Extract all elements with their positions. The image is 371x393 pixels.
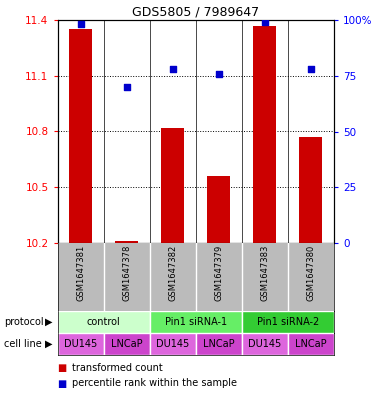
- Bar: [242, 311, 334, 333]
- Text: GSM1647383: GSM1647383: [260, 244, 269, 301]
- Text: control: control: [87, 317, 121, 327]
- Bar: [104, 333, 150, 355]
- Bar: [161, 128, 184, 243]
- Bar: [207, 176, 230, 243]
- Text: LNCaP: LNCaP: [111, 339, 142, 349]
- Text: GSM1647380: GSM1647380: [306, 244, 315, 301]
- Text: cell line: cell line: [4, 339, 42, 349]
- Bar: [253, 26, 276, 243]
- Text: transformed count: transformed count: [72, 363, 163, 373]
- Text: protocol: protocol: [4, 317, 43, 327]
- Text: DU145: DU145: [64, 339, 97, 349]
- Bar: [150, 333, 196, 355]
- Text: percentile rank within the sample: percentile rank within the sample: [72, 378, 237, 389]
- Bar: [196, 333, 242, 355]
- Point: [78, 21, 83, 28]
- Text: GSM1647378: GSM1647378: [122, 244, 131, 301]
- Bar: [58, 333, 104, 355]
- Text: GSM1647379: GSM1647379: [214, 244, 223, 301]
- Bar: [115, 241, 138, 243]
- Point: [262, 19, 268, 26]
- Text: GSM1647382: GSM1647382: [168, 244, 177, 301]
- Bar: [242, 333, 288, 355]
- Bar: [150, 311, 242, 333]
- Text: LNCaP: LNCaP: [295, 339, 327, 349]
- Bar: [69, 29, 92, 243]
- Point: [308, 66, 314, 72]
- Point: [216, 70, 222, 77]
- Point: [170, 66, 175, 72]
- Title: GDS5805 / 7989647: GDS5805 / 7989647: [132, 6, 259, 19]
- Text: DU145: DU145: [156, 339, 189, 349]
- Text: Pin1 siRNA-1: Pin1 siRNA-1: [165, 317, 227, 327]
- Bar: [58, 311, 150, 333]
- Point: [124, 84, 129, 90]
- Text: Pin1 siRNA-2: Pin1 siRNA-2: [257, 317, 319, 327]
- Text: ▶: ▶: [45, 339, 52, 349]
- Bar: [299, 137, 322, 243]
- Text: ■: ■: [58, 363, 67, 373]
- Text: DU145: DU145: [248, 339, 282, 349]
- Text: GSM1647381: GSM1647381: [76, 244, 85, 301]
- Text: LNCaP: LNCaP: [203, 339, 234, 349]
- Text: ▶: ▶: [45, 317, 52, 327]
- Text: ■: ■: [58, 378, 67, 389]
- Bar: [288, 333, 334, 355]
